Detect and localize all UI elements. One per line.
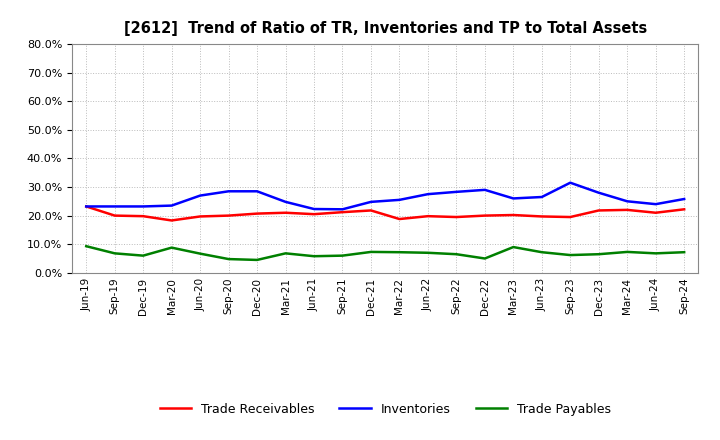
Trade Receivables (509, 213, 518, 218)
Trade Receivables (537, 214, 546, 219)
Inventories (452, 189, 461, 194)
Inventories (310, 206, 318, 212)
Inventories (595, 190, 603, 195)
Trade Receivables (310, 212, 318, 217)
Trade Receivables (595, 208, 603, 213)
Line: Trade Receivables: Trade Receivables (86, 206, 684, 220)
Inventories (509, 196, 518, 201)
Trade Payables (110, 251, 119, 256)
Title: [2612]  Trend of Ratio of TR, Inventories and TP to Total Assets: [2612] Trend of Ratio of TR, Inventories… (124, 21, 647, 36)
Inventories (480, 187, 489, 192)
Inventories (225, 189, 233, 194)
Trade Payables (395, 249, 404, 255)
Trade Payables (338, 253, 347, 258)
Inventories (282, 199, 290, 205)
Inventories (253, 189, 261, 194)
Trade Payables (253, 257, 261, 263)
Inventories (167, 203, 176, 208)
Inventories (566, 180, 575, 185)
Trade Payables (509, 244, 518, 249)
Trade Receivables (196, 214, 204, 219)
Inventories (423, 191, 432, 197)
Inventories (82, 204, 91, 209)
Inventories (196, 193, 204, 198)
Trade Receivables (423, 213, 432, 219)
Trade Payables (196, 251, 204, 256)
Trade Receivables (395, 216, 404, 222)
Trade Payables (480, 256, 489, 261)
Trade Receivables (167, 218, 176, 223)
Inventories (537, 194, 546, 200)
Trade Payables (595, 252, 603, 257)
Inventories (366, 199, 375, 205)
Trade Receivables (680, 207, 688, 212)
Trade Receivables (82, 204, 91, 209)
Trade Receivables (566, 214, 575, 220)
Trade Receivables (338, 209, 347, 215)
Inventories (395, 197, 404, 202)
Trade Receivables (139, 213, 148, 219)
Trade Payables (310, 253, 318, 259)
Trade Payables (623, 249, 631, 255)
Trade Payables (139, 253, 148, 258)
Trade Payables (452, 252, 461, 257)
Inventories (110, 204, 119, 209)
Inventories (623, 198, 631, 204)
Trade Payables (652, 251, 660, 256)
Trade Receivables (623, 207, 631, 213)
Inventories (139, 204, 148, 209)
Trade Payables (225, 257, 233, 262)
Line: Trade Payables: Trade Payables (86, 246, 684, 260)
Trade Receivables (110, 213, 119, 218)
Inventories (338, 207, 347, 212)
Line: Inventories: Inventories (86, 183, 684, 209)
Trade Receivables (225, 213, 233, 218)
Trade Receivables (366, 208, 375, 213)
Trade Payables (566, 253, 575, 258)
Trade Receivables (282, 210, 290, 215)
Trade Payables (680, 249, 688, 255)
Legend: Trade Receivables, Inventories, Trade Payables: Trade Receivables, Inventories, Trade Pa… (155, 398, 616, 421)
Trade Receivables (253, 211, 261, 216)
Trade Payables (82, 244, 91, 249)
Inventories (680, 196, 688, 202)
Trade Payables (167, 245, 176, 250)
Trade Payables (423, 250, 432, 255)
Trade Payables (366, 249, 375, 255)
Trade Payables (537, 249, 546, 255)
Trade Receivables (652, 210, 660, 215)
Inventories (652, 202, 660, 207)
Trade Receivables (480, 213, 489, 218)
Trade Payables (282, 251, 290, 256)
Trade Receivables (452, 214, 461, 220)
